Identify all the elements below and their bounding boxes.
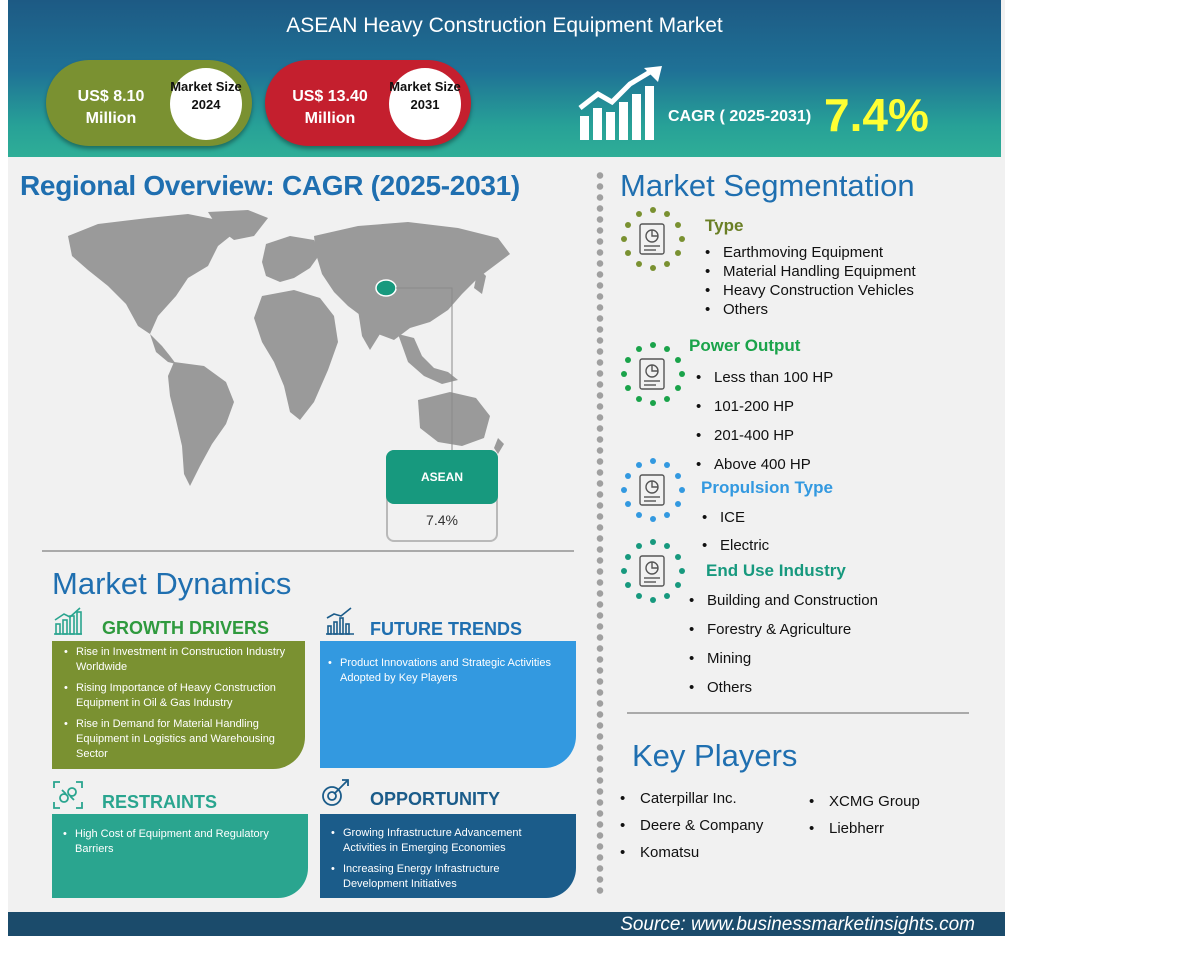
key-player-item: XCMG Group (809, 793, 920, 820)
restraints-title: RESTRAINTS (102, 792, 218, 812)
key-players-list-right: XCMG Group Liebherr (809, 793, 920, 847)
asean-region-cagr: 7.4% (426, 512, 458, 528)
end-use-industry-title: End Use Industry (706, 561, 846, 580)
opportunity-title: OPPORTUNITY (370, 789, 501, 809)
type-segment-icon (621, 207, 685, 271)
growth-drivers-icon (54, 607, 82, 635)
market-size-2031-pill: US$ 13.40 Million Market Size 2031 (265, 60, 471, 146)
power-output-item: 101-200 HP (696, 392, 833, 421)
key-players-list-left: Caterpillar Inc. Deere & Company Komatsu (620, 790, 763, 871)
cagr-label: CAGR ( 2025-2031) (668, 108, 812, 125)
power-output-item: 201-400 HP (696, 421, 833, 450)
end-use-industry-item: Forestry & Agriculture (689, 615, 878, 644)
regional-divider (42, 550, 574, 552)
key-player-item: Deere & Company (620, 817, 763, 844)
propulsion-type-list: ICE Electric (702, 504, 769, 560)
market-segmentation-title: Market Segmentation (620, 168, 915, 203)
restraints-icon (53, 781, 83, 809)
market-dynamics-title: Market Dynamics (52, 566, 292, 601)
cagr-value: 7.4% (824, 89, 929, 141)
market-size-2031-label: Market Size 2031 (389, 68, 461, 140)
source-text: Source: www.businessmarketinsights.com (620, 914, 975, 935)
end-use-industry-item: Mining (689, 644, 878, 673)
market-size-2024-label: Market Size 2024 (170, 68, 242, 140)
market-size-2024-pill: US$ 8.10 Million Market Size 2024 (46, 60, 252, 146)
key-players-title: Key Players (632, 738, 798, 773)
power-output-title: Power Output (689, 336, 801, 355)
footer-bar: Source: www.businessmarketinsights.com (8, 912, 1005, 936)
future-trend-item: Product Innovations and Strategic Activi… (328, 656, 566, 686)
future-trends-icon (326, 607, 354, 635)
power-output-list: Less than 100 HP 101-200 HP 201-400 HP A… (696, 363, 833, 479)
end-use-industry-icon (621, 539, 685, 603)
header-banner: ASEAN Heavy Construction Equipment Marke… (8, 0, 1001, 157)
opportunity-item: Increasing Energy Infrastructure Develop… (331, 862, 566, 892)
growth-driver-item: Rise in Investment in Construction Indus… (64, 645, 295, 675)
market-size-2024-value: US$ 8.10 Million (77, 88, 145, 127)
segmentation-divider (627, 712, 969, 714)
end-use-industry-item: Others (689, 673, 878, 702)
type-segment-item: Heavy Construction Vehicles (705, 281, 916, 300)
type-segment-title: Type (705, 216, 744, 235)
growth-driver-item: Rising Importance of Heavy Construction … (64, 681, 295, 711)
asean-region-label: ASEAN (386, 450, 498, 504)
opportunity-item: Growing Infrastructure Advancement Activ… (331, 826, 566, 856)
restraints-box: High Cost of Equipment and Regulatory Ba… (52, 814, 308, 898)
infographic-canvas: ASEAN Heavy Construction Equipment Marke… (8, 0, 1005, 936)
opportunity-box: Growing Infrastructure Advancement Activ… (320, 814, 576, 898)
power-output-item: Less than 100 HP (696, 363, 833, 392)
market-size-2031-value: US$ 13.40 Million (292, 88, 368, 127)
future-trends-box: Product Innovations and Strategic Activi… (320, 641, 576, 768)
growth-chart-icon (578, 66, 662, 140)
asean-region-card: ASEAN 7.4% (386, 450, 498, 542)
page-title: ASEAN Heavy Construction Equipment Marke… (286, 14, 723, 37)
vertical-dotted-divider (596, 170, 604, 895)
future-trends-title: FUTURE TRENDS (370, 619, 522, 639)
propulsion-type-item: ICE (702, 504, 769, 532)
growth-driver-item: Rise in Demand for Material Handling Equ… (64, 717, 295, 762)
type-segment-item: Earthmoving Equipment (705, 243, 916, 262)
world-map (68, 210, 510, 486)
type-segment-list: Earthmoving Equipment Material Handling … (705, 243, 916, 319)
growth-drivers-title: GROWTH DRIVERS (102, 618, 270, 638)
regional-overview-title: Regional Overview: CAGR (2025-2031) (20, 170, 520, 201)
propulsion-type-title: Propulsion Type (701, 478, 833, 497)
restraint-item: High Cost of Equipment and Regulatory Ba… (63, 827, 298, 857)
key-player-item: Caterpillar Inc. (620, 790, 763, 817)
key-player-item: Liebherr (809, 820, 920, 847)
type-segment-item: Others (705, 300, 916, 319)
type-segment-item: Material Handling Equipment (705, 262, 916, 281)
propulsion-type-icon (621, 458, 685, 522)
key-player-item: Komatsu (620, 844, 763, 871)
propulsion-type-item: Electric (702, 532, 769, 560)
power-output-icon (621, 342, 685, 406)
end-use-industry-list: Building and Construction Forestry & Agr… (689, 586, 878, 702)
power-output-item: Above 400 HP (696, 450, 833, 479)
end-use-industry-item: Building and Construction (689, 586, 878, 615)
growth-drivers-box: Rise in Investment in Construction Indus… (52, 641, 305, 769)
opportunity-icon (322, 779, 349, 806)
